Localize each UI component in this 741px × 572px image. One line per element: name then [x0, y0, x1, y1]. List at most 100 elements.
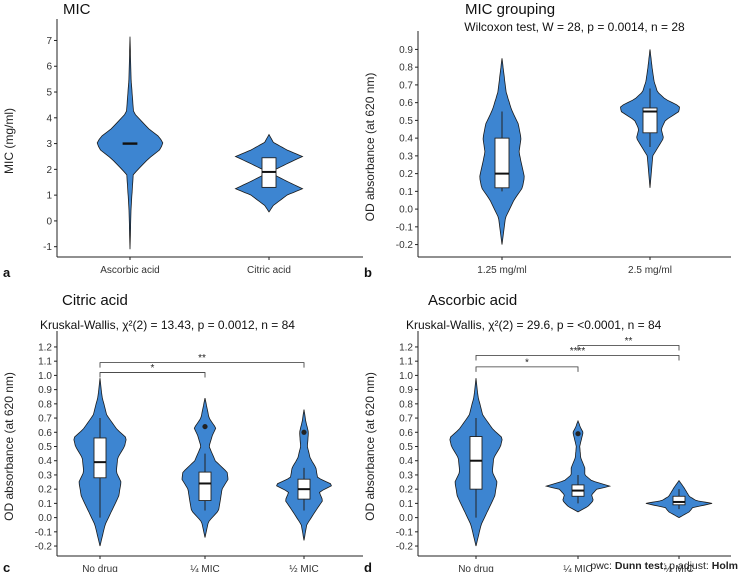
stats-footnote: pwc: Dunn test; p.adjust: Holm: [590, 560, 738, 572]
y-tick-label: 0.1: [399, 187, 413, 198]
x-tick-label: ½ MIC: [289, 564, 318, 572]
y-tick-label: -0.1: [35, 527, 53, 538]
y-tick-label: 0.8: [399, 63, 413, 74]
chart-subtitle: Wilcoxon test, W = 28, p = 0.0014, n = 2…: [464, 20, 685, 34]
y-tick-label: 0.0: [399, 513, 413, 524]
outlier-point: [575, 431, 581, 437]
y-tick-label: -1: [43, 242, 52, 253]
box: [93, 437, 107, 479]
y-tick-label: 0.2: [399, 485, 413, 496]
significance-bracket: [475, 366, 579, 372]
y-axis-label: OD absorbance (at 620 nm): [2, 372, 16, 521]
y-tick-label: 0.8: [399, 399, 413, 410]
x-tick-label: ¼ MIC: [190, 563, 219, 572]
y-tick-label: 0: [46, 216, 52, 227]
y-tick-label: 0.9: [399, 385, 413, 396]
x-tick-label: No drug: [458, 564, 494, 572]
significance-label: *: [151, 363, 155, 374]
panel-a: -1 0 1 2 3 4 5 6 7 MIC (mg/ml) MIC a Ascorbic acid Ci…: [2, 1, 363, 280]
y-axis-label: MIC (mg/ml): [2, 108, 16, 174]
y-tick-label: 0.0: [399, 205, 413, 216]
box: [469, 436, 483, 490]
y-tick-label: 0.5: [399, 116, 413, 127]
y-tick-label: 0.1: [38, 499, 52, 510]
x-tick-label: 2.5 mg/ml: [628, 265, 672, 276]
box: [642, 107, 658, 134]
box: [672, 495, 686, 506]
chart-subtitle: Kruskal-Wallis, χ²(2) = 29.6, p = <0.000…: [406, 318, 662, 332]
chart-subtitle: Kruskal-Wallis, χ²(2) = 13.43, p = 0.001…: [40, 318, 295, 332]
y-tick-label: -0.2: [396, 240, 414, 251]
chart-title: Citric acid: [62, 292, 128, 309]
y-tick-label: 0.6: [399, 428, 413, 439]
x-tick-label: Citric acid: [247, 265, 291, 276]
y-tick-label: 0.3: [38, 470, 52, 481]
panel-b: -0.2 -0.1 0.0 0.1 0.2 0.3 0.4 0.5 0.6 0.7 0.8 0.9 OD…: [363, 1, 731, 280]
panel-letter: c: [3, 560, 10, 572]
y-tick-label: -0.2: [396, 542, 414, 553]
chart-title: Ascorbic acid: [428, 292, 517, 309]
y-tick-label: 0.3: [399, 151, 413, 162]
y-tick-label: -0.1: [396, 527, 414, 538]
outlier-point: [202, 423, 208, 430]
box: [494, 137, 510, 189]
significance-label: **: [198, 353, 206, 364]
y-tick-label: 0.0: [38, 513, 52, 524]
y-tick-label: 0.5: [399, 442, 413, 453]
x-tick-label: ¼ MIC: [563, 563, 592, 572]
y-tick-label: 0.6: [38, 428, 52, 439]
y-tick-label: 0.2: [399, 169, 413, 180]
x-tick-label: ½ MIC: [664, 564, 693, 572]
y-tick-label: -0.1: [396, 222, 414, 233]
x-tick-label: No drug: [82, 564, 118, 572]
y-tick-label: 1: [46, 191, 52, 202]
y-tick-label: -0.2: [35, 542, 53, 553]
y-tick-label: 0.5: [38, 442, 52, 453]
significance-label: ****: [570, 346, 586, 357]
y-tick-label: 1.0: [399, 371, 413, 382]
y-tick-label: 0.4: [38, 456, 52, 467]
y-tick-label: 0.9: [38, 385, 52, 396]
y-tick-label: 3: [46, 139, 52, 150]
chart-title: MIC: [63, 1, 91, 18]
y-tick-label: 0.2: [38, 485, 52, 496]
significance-label: **: [625, 336, 633, 347]
y-tick-label: 0.3: [399, 470, 413, 481]
y-tick-label: 5: [46, 88, 52, 99]
outlier-point: [301, 429, 307, 435]
y-tick-label: 0.7: [399, 80, 413, 91]
panel-letter: a: [3, 265, 11, 280]
box: [198, 471, 212, 501]
y-tick-label: 1.1: [399, 357, 413, 368]
y-axis-label: OD absorbance (at 620 nm): [363, 372, 377, 521]
panel-c: -0.2 -0.1 0.0 0.1 0.2 0.3 0.4 0.5 0.6 0.7 0.8 0.9 1.…: [2, 292, 363, 572]
y-tick-label: 7: [46, 36, 52, 47]
panel-letter: b: [364, 265, 372, 280]
x-tick-label: 1.25 mg/ml: [477, 265, 526, 276]
x-tick-label: Ascorbic acid: [100, 265, 159, 276]
y-tick-label: 0.8: [38, 399, 52, 410]
significance-bracket: [99, 372, 206, 378]
y-tick-label: 1.2: [399, 342, 413, 353]
violin-1: [544, 419, 612, 513]
y-tick-label: 0.1: [399, 499, 413, 510]
y-tick-label: 0.9: [399, 45, 413, 56]
significance-bracket: [99, 362, 305, 368]
y-tick-label: 6: [46, 62, 52, 73]
significance-bracket: [475, 355, 680, 361]
y-tick-label: 1.0: [38, 371, 52, 382]
y-tick-label: 1.2: [38, 342, 52, 353]
significance-bracket: [577, 345, 680, 351]
y-tick-label: 2: [46, 165, 52, 176]
y-tick-label: 0.7: [399, 414, 413, 425]
y-tick-label: 1.1: [38, 357, 52, 368]
y-tick-label: 0.7: [38, 414, 52, 425]
panel-letter: d: [364, 560, 372, 572]
panel-d: -0.2 -0.1 0.0 0.1 0.2 0.3 0.4 0.5 0.6 0.7 0.8 0.9 1.…: [363, 292, 731, 572]
y-tick-label: 0.4: [399, 134, 413, 145]
y-tick-label: 0.4: [399, 456, 413, 467]
significance-label: *: [525, 357, 529, 368]
y-tick-label: 4: [46, 113, 52, 124]
